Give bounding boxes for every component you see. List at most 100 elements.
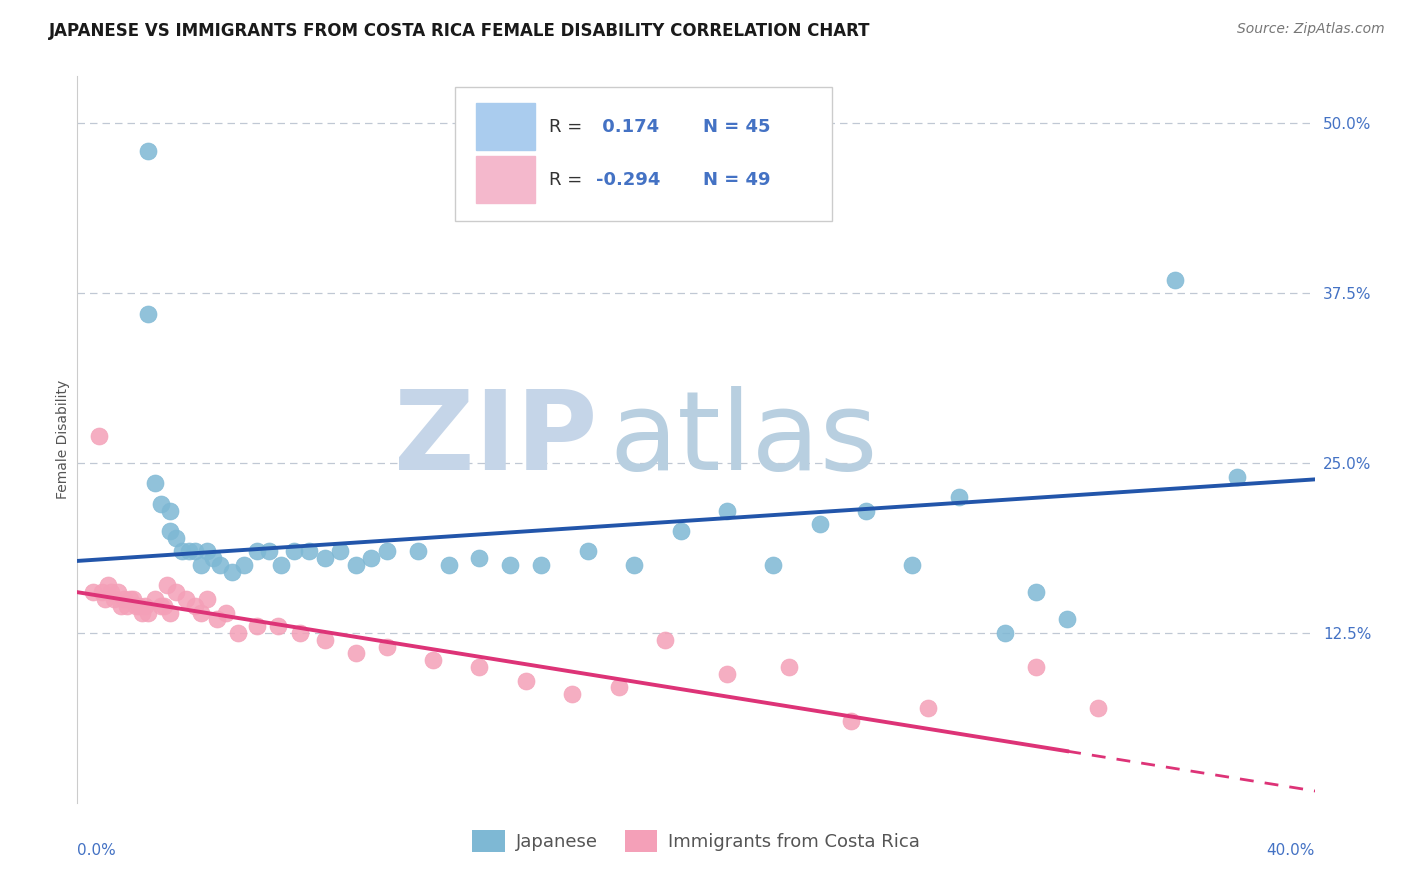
Point [499, 558, 522, 572]
Point [1025, 585, 1047, 599]
Point [221, 565, 243, 579]
Point [134, 599, 156, 613]
Point [226, 626, 249, 640]
Point [215, 606, 238, 620]
Point [270, 558, 292, 572]
Text: Source: ZipAtlas.com: Source: ZipAtlas.com [1237, 22, 1385, 37]
Point [808, 517, 831, 532]
Point [91, 585, 114, 599]
Point [125, 599, 148, 613]
Text: 0.174: 0.174 [596, 118, 659, 136]
Point [468, 660, 491, 674]
Point [762, 558, 785, 572]
Point [190, 558, 212, 572]
Point [156, 578, 179, 592]
Point [153, 599, 176, 613]
Point [122, 591, 145, 606]
Point [530, 558, 553, 572]
Point [375, 544, 398, 558]
Text: N = 45: N = 45 [703, 118, 770, 136]
Point [131, 606, 153, 620]
Point [118, 591, 141, 606]
FancyBboxPatch shape [475, 156, 536, 203]
Point [149, 497, 172, 511]
Point [623, 558, 645, 572]
Point [184, 599, 207, 613]
Point [143, 591, 166, 606]
Point [143, 476, 166, 491]
Text: ZIP: ZIP [394, 386, 598, 492]
Point [839, 714, 862, 729]
Point [344, 558, 367, 572]
Point [100, 585, 122, 599]
Point [103, 591, 125, 606]
FancyBboxPatch shape [475, 103, 536, 151]
Point [138, 144, 160, 158]
Point [1226, 469, 1249, 483]
Point [298, 544, 321, 558]
Text: N = 49: N = 49 [703, 170, 770, 189]
Point [716, 503, 738, 517]
Point [159, 503, 181, 517]
Point [94, 591, 117, 606]
Point [406, 544, 429, 558]
Point [246, 544, 269, 558]
Point [329, 544, 352, 558]
FancyBboxPatch shape [454, 87, 832, 221]
Point [314, 632, 336, 647]
Point [855, 503, 877, 517]
Point [288, 626, 311, 640]
Point [172, 544, 194, 558]
Point [437, 558, 460, 572]
Point [202, 551, 225, 566]
Text: JAPANESE VS IMMIGRANTS FROM COSTA RICA FEMALE DISABILITY CORRELATION CHART: JAPANESE VS IMMIGRANTS FROM COSTA RICA F… [49, 22, 870, 40]
Point [246, 619, 269, 633]
Point [112, 591, 135, 606]
Point [107, 585, 129, 599]
Point [195, 591, 218, 606]
Point [994, 626, 1017, 640]
Point [257, 544, 280, 558]
Point [115, 599, 138, 613]
Point [165, 531, 187, 545]
Point [205, 612, 228, 626]
Point [515, 673, 537, 688]
Point [159, 606, 181, 620]
Point [97, 578, 120, 592]
Point [422, 653, 444, 667]
Point [669, 524, 692, 538]
Point [1164, 273, 1187, 287]
Point [468, 551, 491, 566]
Point [184, 544, 207, 558]
Point [208, 558, 231, 572]
Point [561, 687, 583, 701]
Point [267, 619, 290, 633]
Point [128, 599, 150, 613]
Point [344, 646, 367, 660]
Point [716, 666, 738, 681]
Point [110, 599, 132, 613]
Point [1025, 660, 1047, 674]
Point [138, 606, 160, 620]
Point [654, 632, 676, 647]
Point [917, 700, 939, 714]
Text: R =: R = [548, 118, 588, 136]
Text: atlas: atlas [609, 386, 877, 492]
Legend: Japanese, Immigrants from Costa Rica: Japanese, Immigrants from Costa Rica [465, 822, 927, 859]
Point [177, 544, 200, 558]
Text: 0.0%: 0.0% [77, 843, 117, 858]
Point [233, 558, 256, 572]
Point [607, 681, 630, 695]
Point [165, 585, 187, 599]
Point [314, 551, 336, 566]
Point [375, 640, 398, 654]
Point [159, 524, 181, 538]
Point [1056, 612, 1078, 626]
Text: 40.0%: 40.0% [1267, 843, 1315, 858]
Point [1087, 700, 1109, 714]
Point [778, 660, 800, 674]
Text: -0.294: -0.294 [596, 170, 661, 189]
Point [948, 490, 970, 504]
Text: R =: R = [548, 170, 588, 189]
Point [190, 606, 212, 620]
